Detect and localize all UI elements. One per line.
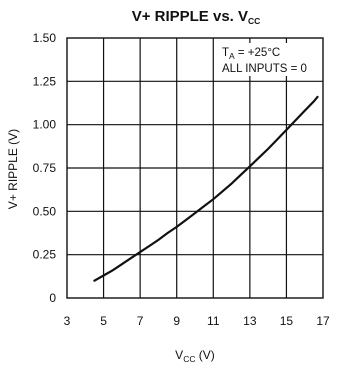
x-axis-label: VCC (V) — [175, 348, 215, 364]
annotation-background — [219, 43, 321, 76]
y-tick-label: 1.25 — [33, 74, 57, 88]
y-tick-label: 0.50 — [33, 204, 57, 218]
x-tick-label: 3 — [64, 314, 71, 328]
x-axis-label-subscript: CC — [183, 354, 195, 364]
y-tick-label: 0.75 — [33, 161, 57, 175]
x-tick-label: 13 — [243, 314, 257, 328]
y-tick-label: 1.00 — [33, 118, 57, 132]
chart-title-subscript: CC — [248, 16, 260, 26]
y-tick-label: 0.25 — [33, 248, 57, 262]
series-line — [93, 95, 319, 282]
y-tick-label: 0 — [49, 291, 56, 305]
grid — [67, 38, 323, 298]
x-tick-label: 7 — [137, 314, 144, 328]
annotation-temp-value: = +25°C — [235, 47, 281, 59]
x-tick-label: 11 — [207, 314, 220, 328]
chart-title-main: V+ RIPPLE vs. V — [132, 8, 248, 25]
annotation-temp-subscript: A — [229, 51, 235, 61]
plot-frame — [66, 37, 324, 299]
annotation-temperature: TA = +25°C — [222, 47, 280, 61]
x-tick-label: 15 — [280, 314, 294, 328]
x-tick-label: 5 — [100, 314, 107, 328]
chart-title: V+ RIPPLE vs. VCC — [132, 8, 261, 26]
y-tick-label: 1.50 — [33, 31, 57, 45]
annotation-inputs: ALL INPUTS = 0 — [222, 63, 307, 75]
y-axis-label: V+ RIPPLE (V) — [6, 129, 20, 209]
tick-labels: 3 5 7 9 11 13 15 17 0 0.25 0.50 0.75 1.00 1.25 1.50 — [33, 31, 330, 328]
x-axis-label-main: V — [175, 348, 183, 362]
x-tick-label: 9 — [173, 314, 180, 328]
x-tick-label: 17 — [316, 314, 330, 328]
x-axis-label-unit: (V) — [195, 348, 214, 362]
annotation-temp-main: T — [222, 47, 229, 59]
